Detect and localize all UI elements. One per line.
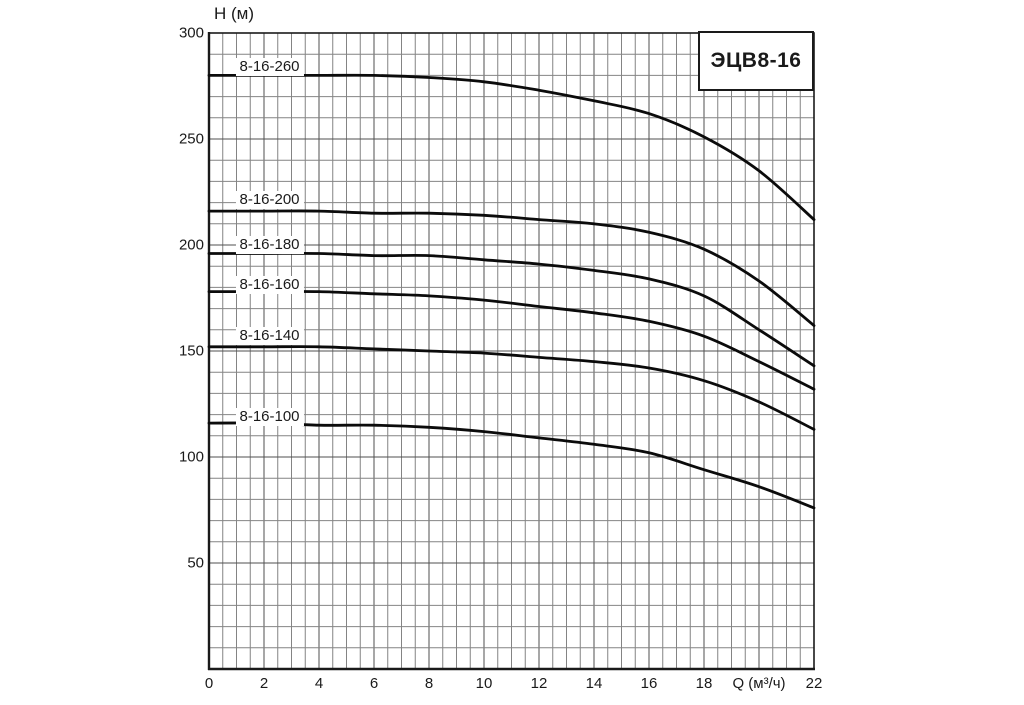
y-tick-label: 100 — [178, 448, 204, 466]
pump-series-title-box: ЭЦВ8-16 — [698, 31, 814, 91]
curve-label-8-16-140: 8-16-140 — [235, 327, 304, 346]
pump-curve-8-16-160 — [207, 290, 816, 391]
y-tick-label: 300 — [178, 24, 204, 42]
curve-label-8-16-200: 8-16-200 — [235, 191, 304, 210]
x-tick-label: 22 — [805, 675, 823, 692]
y-tick-label: 200 — [178, 236, 204, 254]
pump-series-title: ЭЦВ8-16 — [710, 49, 802, 72]
x-tick-label: 2 — [259, 675, 269, 692]
y-tick-label: 250 — [178, 130, 204, 148]
pump-curve-8-16-200 — [207, 209, 816, 327]
x-tick-label: 6 — [369, 675, 379, 692]
pump-curve-8-16-140 — [207, 345, 816, 431]
pump-curve-8-16-180 — [207, 251, 816, 368]
curve-label-8-16-260: 8-16-260 — [235, 57, 304, 76]
x-tick-label: 10 — [475, 675, 493, 692]
curve-label-8-16-160: 8-16-160 — [235, 276, 304, 295]
y-tick-label: 50 — [187, 554, 204, 572]
x-tick-label: 4 — [314, 675, 324, 692]
x-tick-label: 14 — [585, 675, 603, 692]
pump-curve-8-16-100 — [207, 421, 816, 510]
y-tick-label: 150 — [178, 342, 204, 360]
curve-label-8-16-100: 8-16-100 — [235, 407, 304, 426]
x-tick-label: 0 — [204, 675, 214, 692]
y-axis-title: H (м) — [214, 4, 255, 23]
x-tick-label: 16 — [640, 675, 658, 692]
x-tick-label: 12 — [530, 675, 548, 692]
pump-curve-8-16-260 — [207, 73, 816, 221]
x-axis-title: Q (м³/ч) — [732, 675, 786, 692]
x-tick-label: 18 — [695, 675, 713, 692]
x-tick-label: 8 — [424, 675, 434, 692]
curve-label-8-16-180: 8-16-180 — [235, 236, 304, 254]
